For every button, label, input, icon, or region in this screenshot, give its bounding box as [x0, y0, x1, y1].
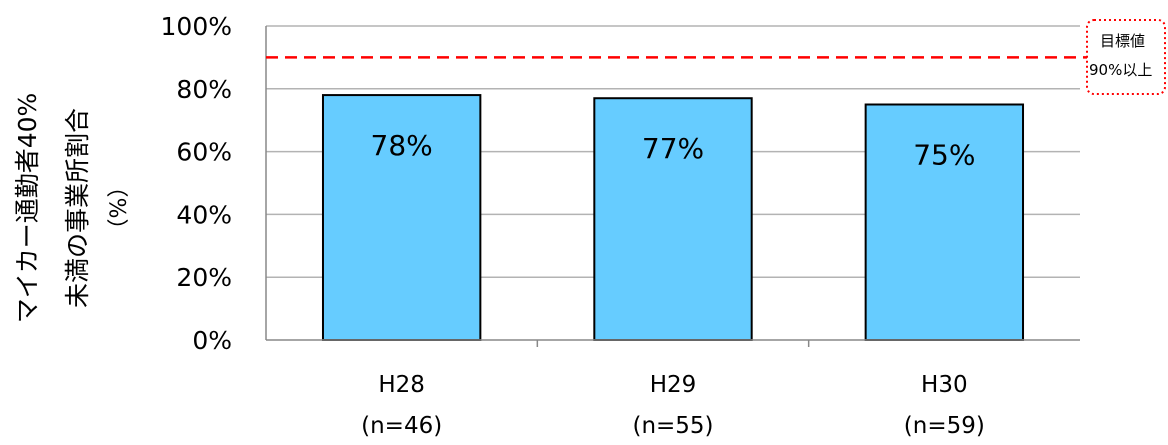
- y-tick-label: 20%: [176, 263, 232, 292]
- x-tick-label: H30: [921, 372, 968, 398]
- data-label: 77%: [642, 132, 704, 165]
- data-label: 75%: [913, 139, 975, 172]
- y-axis-label-line-1: マイカー通勤者40%: [13, 93, 42, 324]
- bar-H28: [321, 94, 482, 341]
- y-axis-label-line-3: （%）: [107, 176, 132, 241]
- x-tick-sublabel: (n=59): [904, 413, 985, 439]
- axes: 0% 20% 40% 60% 80% 100% H28 (n=46) H29 (n=55) H30 (…: [161, 12, 1080, 439]
- x-tick-sublabel: (n=55): [632, 413, 713, 439]
- target-annotation-line-1: 目標値: [1100, 32, 1145, 50]
- y-tick-label: 40%: [176, 200, 232, 229]
- y-tick-label: 0%: [192, 326, 232, 355]
- x-tick-sublabel: (n=46): [361, 413, 442, 439]
- bar-H30: [864, 103, 1025, 341]
- target-annotation-line-2: 90%以上: [1089, 61, 1152, 79]
- bars: 78% 77% 75%: [321, 94, 1025, 341]
- target-annotation-box: [1086, 19, 1166, 95]
- y-tick-label: 100%: [161, 12, 232, 41]
- data-label: 78%: [371, 129, 433, 162]
- y-tick-label: 80%: [176, 75, 232, 104]
- target-line-group: 目標値 90%以上: [266, 19, 1166, 95]
- x-tick-label: H29: [650, 372, 697, 398]
- y-tick-label: 60%: [176, 138, 232, 167]
- x-tick-label: H28: [378, 372, 425, 398]
- y-axis-label-line-2: 未満の事業所割合: [63, 108, 92, 308]
